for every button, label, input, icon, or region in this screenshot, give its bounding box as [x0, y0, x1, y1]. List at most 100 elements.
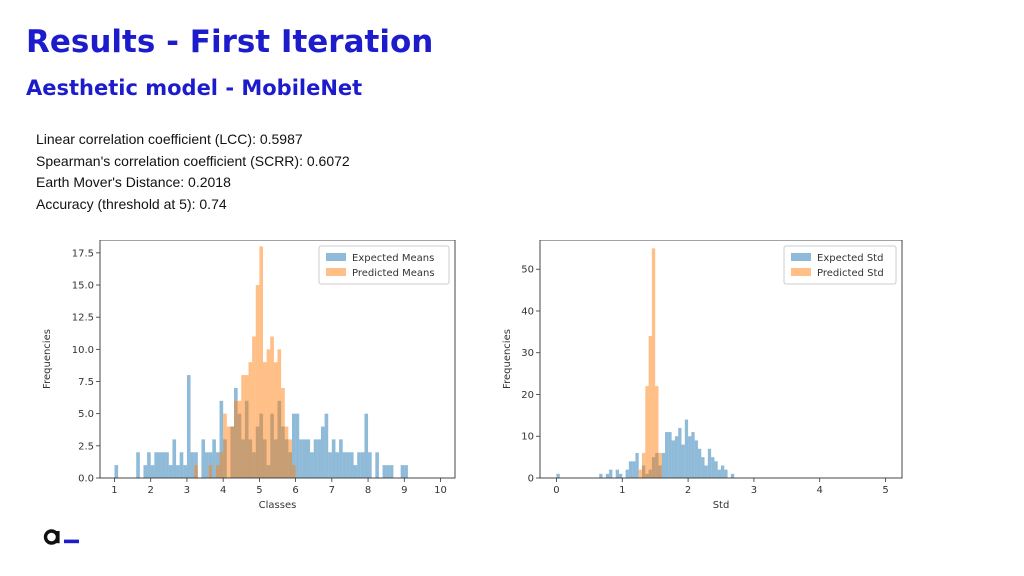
histogram-bar: [342, 452, 347, 478]
histogram-bar: [259, 246, 264, 478]
histogram-bar: [353, 465, 358, 478]
x-tick-label: 10: [434, 485, 447, 496]
histogram-bar: [317, 439, 321, 478]
histogram-bar: [681, 444, 685, 478]
histogram-bar: [375, 452, 379, 478]
y-tick-label: 30: [521, 348, 534, 359]
histogram-bar: [400, 465, 405, 478]
legend-entry: Expected Means: [352, 253, 434, 264]
y-tick-label: 40: [521, 306, 534, 317]
histogram-bar: [389, 465, 394, 478]
histogram-bar: [704, 465, 708, 478]
x-tick-label: 2: [685, 485, 691, 496]
histogram-bar: [288, 439, 292, 478]
histogram-bar: [313, 439, 318, 478]
y-tick-label: 2.5: [78, 441, 94, 452]
histogram-bar: [306, 439, 311, 478]
histogram-bar: [212, 439, 216, 478]
histogram-bar: [328, 452, 332, 478]
histogram-bar: [270, 336, 274, 478]
histogram-bar: [291, 465, 296, 478]
histogram-bar: [349, 452, 354, 478]
histogram-bar: [346, 452, 350, 478]
histogram-bar: [291, 413, 296, 478]
legend-swatch: [326, 253, 346, 261]
histogram-bar: [266, 349, 271, 478]
histogram-bar: [310, 452, 314, 478]
y-axis-label: Frequencies: [502, 329, 513, 389]
histogram-bar: [684, 419, 689, 478]
histogram-bar: [244, 375, 249, 478]
histogram-bar: [114, 465, 119, 478]
histogram-bar: [701, 457, 705, 478]
histogram-bar: [168, 465, 173, 478]
histogram-bar: [357, 452, 361, 478]
legend: Expected Std Predicted Std: [783, 245, 897, 285]
histogram-bar: [556, 473, 560, 478]
histogram-bar: [697, 448, 702, 478]
histogram-bar: [625, 469, 629, 478]
metric-lcc: Linear correlation coefficient (LCC): 0.…: [36, 131, 303, 147]
x-tick-label: 0: [553, 485, 559, 496]
x-tick-label: 7: [329, 485, 335, 496]
x-tick-label: 1: [111, 485, 117, 496]
histogram-bar: [721, 465, 725, 478]
histogram-bar: [299, 439, 303, 478]
histogram-bar: [150, 465, 155, 478]
legend-swatch: [791, 268, 811, 276]
plot-frame: [99, 240, 456, 479]
x-tick-label: 9: [401, 485, 407, 496]
histogram-bar: [364, 413, 369, 478]
histogram-bar: [172, 439, 177, 478]
brand-logo-icon: [43, 529, 79, 545]
legend-entry: Predicted Means: [352, 268, 435, 279]
legend-swatch: [326, 268, 346, 276]
histogram-bar: [386, 465, 390, 478]
histogram-bar: [717, 469, 721, 478]
y-axis-label: Frequencies: [42, 329, 53, 389]
histogram-bar: [642, 452, 646, 478]
histogram-bar: [219, 400, 224, 478]
histogram-bar: [730, 473, 735, 478]
histogram-bar: [605, 473, 610, 478]
histogram-bar: [219, 452, 224, 478]
histogram-bar: [404, 465, 408, 478]
legend: Expected Means Predicted Means: [318, 245, 450, 285]
histogram-bar: [295, 413, 300, 478]
histogram-bar: [241, 375, 245, 478]
histogram-bar: [161, 452, 166, 478]
x-tick-label: 8: [365, 485, 371, 496]
histogram-bar: [331, 439, 336, 478]
histogram-bar: [360, 452, 365, 478]
x-tick-label: 2: [148, 485, 154, 496]
legend-box: [783, 245, 897, 285]
x-tick-label: 3: [184, 485, 190, 496]
histogram-bar: [136, 452, 140, 478]
x-axis-label: Classes: [259, 500, 297, 511]
slide-title: Results - First Iteration: [26, 24, 434, 60]
histogram-bar: [724, 469, 728, 478]
histogram-bar: [302, 439, 307, 478]
metric-scrr: Spearman's correlation coefficient (SCRR…: [36, 152, 350, 169]
histogram-bar: [688, 436, 692, 478]
histogram-bar: [226, 426, 231, 478]
histogram-bar: [237, 400, 242, 478]
histogram-bar: [255, 285, 260, 478]
std-histogram: 0 1 2 3 4 501020304050StdFrequenciesExpected …: [502, 240, 903, 511]
histogram-bar: [157, 452, 162, 478]
x-tick-label: 4: [817, 485, 823, 496]
plot-frame: [539, 240, 903, 479]
histogram-bar: [194, 465, 198, 478]
histogram-bar: [339, 439, 343, 478]
x-tick-label: 6: [292, 485, 298, 496]
histogram-bar: [179, 452, 184, 478]
means-histogram: 1 2 3 4 5 6 7 8 9 10 0.0 2.5 5.0 7.5 10.0 12.5 15.0 17.5 C…: [42, 240, 456, 511]
x-tick-label: 4: [220, 485, 226, 496]
histogram-bar: [252, 336, 256, 478]
histogram-bar: [714, 461, 718, 478]
histogram-bar: [678, 427, 682, 478]
legend-entry: Predicted Std: [817, 268, 884, 279]
histogram-bar: [230, 426, 235, 478]
metrics-list: Linear correlation coefficient (LCC): 0.…: [36, 129, 350, 215]
histogram-bar: [599, 473, 603, 478]
